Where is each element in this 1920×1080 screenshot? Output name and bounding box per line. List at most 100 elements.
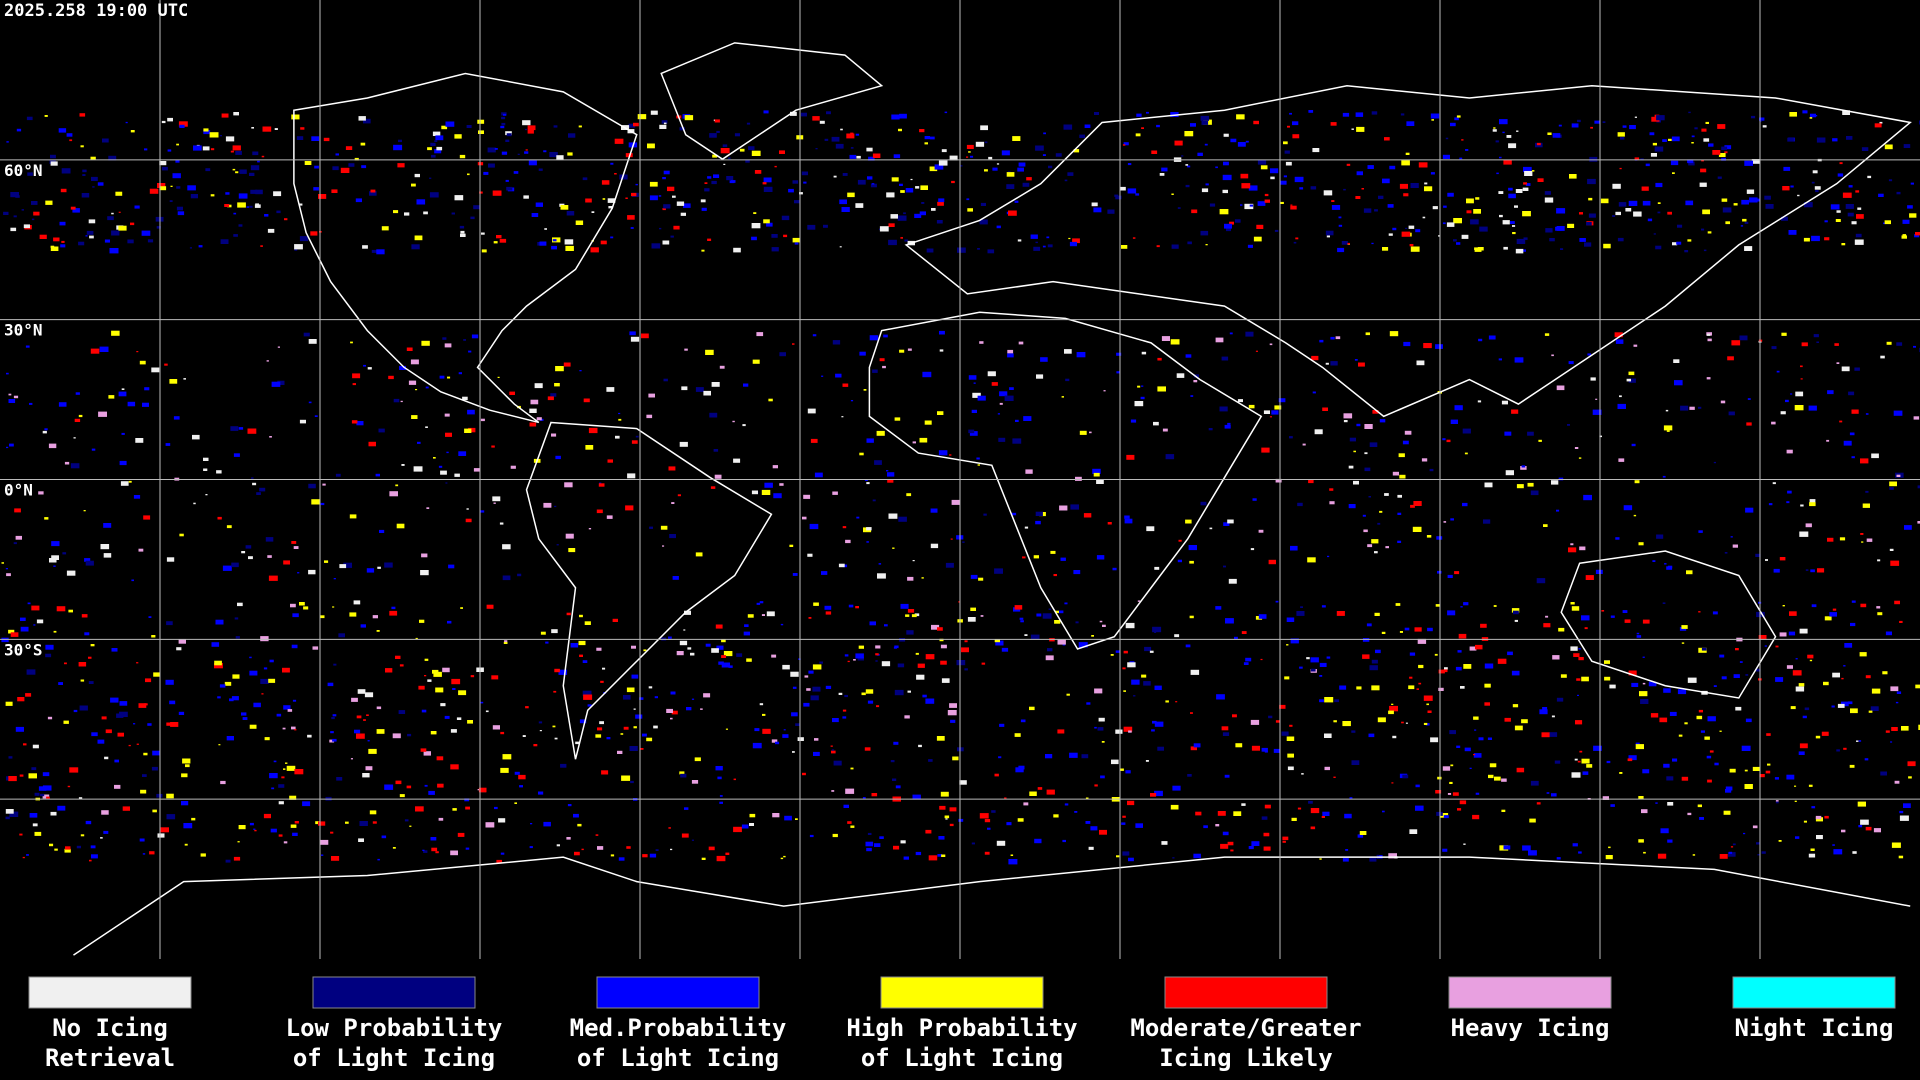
icing-pixel xyxy=(1009,387,1014,390)
icing-pixel xyxy=(411,244,420,250)
icing-pixel xyxy=(922,694,927,698)
icing-pixel xyxy=(1874,123,1882,128)
icing-pixel xyxy=(680,773,687,778)
icing-pixel xyxy=(1159,173,1165,176)
icing-pixel xyxy=(1742,218,1747,222)
icing-pixel xyxy=(1685,200,1694,206)
icing-pixel xyxy=(792,237,801,243)
icing-pixel xyxy=(1127,662,1136,668)
icing-pixel xyxy=(169,700,176,705)
icing-pixel xyxy=(1824,815,1829,819)
icing-pixel xyxy=(1778,840,1782,842)
icing-pixel xyxy=(980,125,988,131)
icing-pixel xyxy=(1397,540,1402,543)
icing-pixel xyxy=(701,857,706,860)
icing-pixel xyxy=(763,219,770,224)
icing-pixel xyxy=(1568,547,1577,553)
icing-pixel xyxy=(1348,504,1356,509)
icing-pixel xyxy=(227,204,232,208)
icing-pixel xyxy=(376,706,382,710)
icing-pixel xyxy=(879,358,885,362)
icing-pixel xyxy=(1193,853,1201,859)
icing-pixel xyxy=(80,834,85,837)
icing-pixel xyxy=(600,680,604,683)
icing-pixel xyxy=(160,827,169,833)
icing-pixel xyxy=(1356,423,1361,427)
icing-pixel xyxy=(1835,219,1841,222)
icing-pixel xyxy=(38,786,47,791)
icing-pixel xyxy=(1079,134,1085,138)
icing-pixel xyxy=(654,696,658,699)
icing-pixel xyxy=(1812,170,1818,174)
icing-pixel xyxy=(1014,200,1019,203)
icing-pixel xyxy=(1427,710,1432,713)
icing-pixel xyxy=(999,723,1005,727)
icing-pixel xyxy=(530,823,533,825)
icing-pixel xyxy=(1578,457,1582,459)
icing-pixel xyxy=(1615,339,1624,344)
icing-pixel xyxy=(381,835,387,839)
icing-pixel xyxy=(1815,735,1821,739)
icing-pixel xyxy=(779,352,786,357)
icing-pixel xyxy=(287,709,293,712)
icing-pixel xyxy=(1767,763,1771,766)
icing-pixel xyxy=(261,155,265,158)
icing-pixel xyxy=(1638,839,1644,843)
icing-pixel xyxy=(233,856,241,861)
icing-pixel xyxy=(601,770,609,775)
icing-pixel xyxy=(22,856,25,859)
icing-pixel xyxy=(809,523,819,530)
icing-pixel xyxy=(1743,832,1746,835)
icing-pixel xyxy=(247,428,257,434)
icing-pixel xyxy=(1371,659,1378,664)
icing-pixel xyxy=(831,749,835,751)
icing-pixel xyxy=(1389,331,1399,337)
icing-pixel xyxy=(1335,336,1341,340)
icing-pixel xyxy=(1704,736,1710,740)
icing-pixel xyxy=(20,626,29,632)
icing-pixel xyxy=(1707,716,1716,722)
icing-pixel xyxy=(931,208,936,211)
icing-pixel xyxy=(607,459,613,463)
icing-pixel xyxy=(1222,732,1230,736)
icing-pixel xyxy=(529,408,537,413)
icing-pixel xyxy=(1781,332,1787,336)
icing-pixel xyxy=(1720,400,1726,404)
icing-pixel xyxy=(1321,816,1325,818)
icing-pixel xyxy=(395,655,401,659)
icing-pixel xyxy=(918,744,922,748)
icing-pixel xyxy=(1121,245,1128,249)
icing-pixel xyxy=(1842,192,1852,198)
icing-pixel xyxy=(751,490,758,495)
icing-pixel xyxy=(629,746,638,751)
icing-pixel xyxy=(1595,569,1603,574)
icing-pixel xyxy=(1809,499,1816,503)
icing-pixel xyxy=(1141,127,1144,129)
icing-pixel xyxy=(766,222,773,227)
icing-pixel xyxy=(21,209,24,211)
icing-pixel xyxy=(1545,228,1553,233)
icing-pixel xyxy=(1363,529,1368,533)
icing-pixel xyxy=(855,653,864,659)
icing-pixel xyxy=(1154,721,1164,727)
icing-pixel xyxy=(1354,359,1358,361)
icing-pixel xyxy=(214,663,223,669)
icing-pixel xyxy=(291,644,298,649)
icing-pixel xyxy=(1617,237,1624,242)
icing-pixel xyxy=(705,349,714,355)
icing-pixel xyxy=(1343,188,1346,191)
icing-pixel xyxy=(1,562,4,564)
australia xyxy=(1561,551,1775,698)
icing-pixel xyxy=(118,391,127,397)
icing-pixel xyxy=(1785,399,1789,403)
icing-pixel xyxy=(1290,638,1299,644)
icing-pixel xyxy=(1622,610,1628,613)
icing-pixel xyxy=(741,824,749,829)
icing-pixel xyxy=(1579,212,1583,215)
icing-pixel xyxy=(1454,117,1459,121)
icing-pixel xyxy=(916,674,925,680)
icing-pixel xyxy=(865,841,874,847)
icing-pixel xyxy=(1860,603,1867,608)
icing-pixel xyxy=(410,359,419,365)
icing-pixel xyxy=(1342,721,1351,727)
